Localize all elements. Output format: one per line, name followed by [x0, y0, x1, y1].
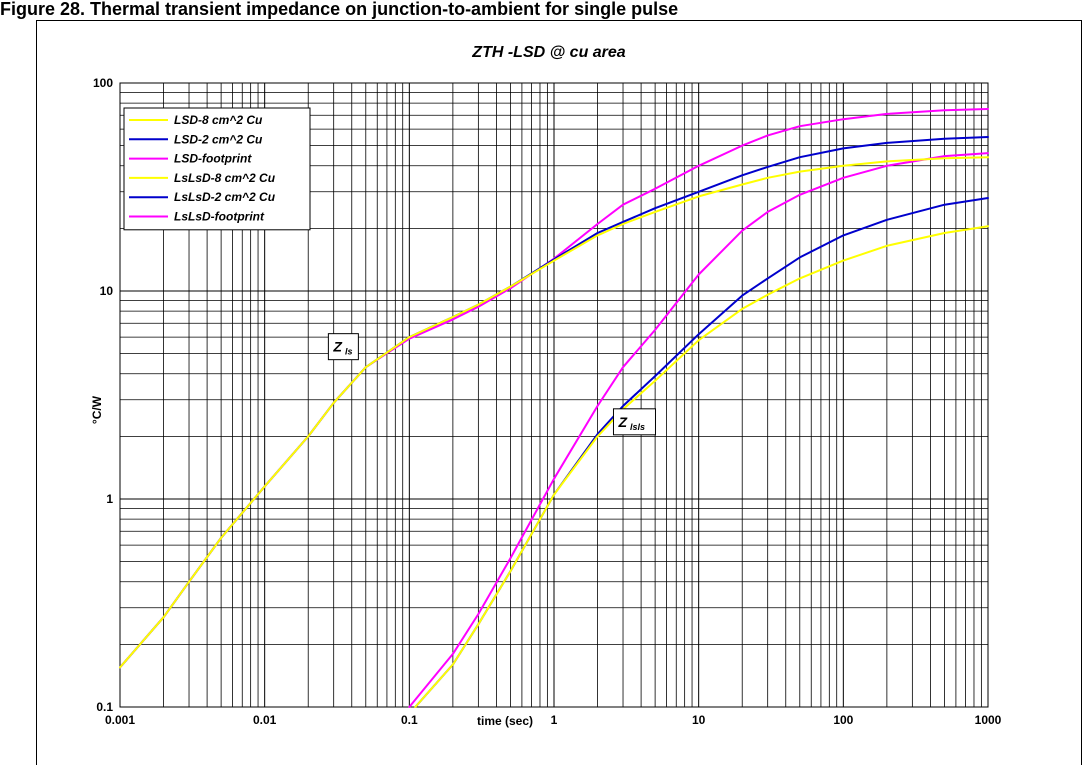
grid-lines: [119, 83, 988, 708]
series-line: [414, 197, 989, 708]
legend-label: LSD-footprint: [174, 152, 252, 166]
legend-label: LsLsD-footprint: [174, 210, 265, 224]
legend: LSD-8 cm^2 Cu LSD-2 cm^2 Cu LSD-footprint L…: [123, 107, 311, 231]
figure-frame: [36, 20, 1082, 765]
annotation-box: [612, 408, 656, 436]
tick-labels: 0.001 0.01 0.1 1 10 100 1000 0.1 1 10 100: [93, 76, 1002, 727]
series-layer: [119, 108, 989, 708]
legend-label: LSD-2 cm^2 Cu: [174, 132, 263, 146]
legend-label: LSD-8 cm^2 Cu: [174, 113, 263, 127]
legend-label: LsLsD-8 cm^2 Cu: [174, 171, 276, 185]
y-tick-label: 10: [100, 284, 114, 298]
y-tick-label: 1: [106, 492, 113, 506]
chart-title: ZTH -LSD @ cu area: [471, 44, 626, 61]
x-tick-label: 1: [551, 713, 558, 727]
x-tick-label: 0.001: [105, 713, 135, 727]
series-line: [408, 152, 989, 708]
series-line: [119, 156, 989, 669]
annotation-box: [327, 333, 359, 361]
x-tick-label: 100: [833, 713, 853, 727]
x-tick-label: 0.01: [253, 713, 277, 727]
x-tick-label: 10: [692, 713, 706, 727]
plot-area: [119, 82, 989, 708]
x-axis-label: time (sec): [477, 714, 533, 728]
series-line: [414, 225, 989, 708]
legend-label: LsLsD-2 cm^2 Cu: [174, 190, 276, 204]
figure-caption: Figure 28. Thermal transient impedance o…: [0, 0, 679, 19]
x-tick-label: 0.1: [401, 713, 418, 727]
y-tick-label: 100: [93, 76, 113, 90]
x-tick-label: 1000: [975, 713, 1002, 727]
legend-box: [123, 107, 311, 231]
y-tick-label: 0.1: [96, 700, 113, 714]
y-axis-label: °C/W: [90, 395, 104, 424]
